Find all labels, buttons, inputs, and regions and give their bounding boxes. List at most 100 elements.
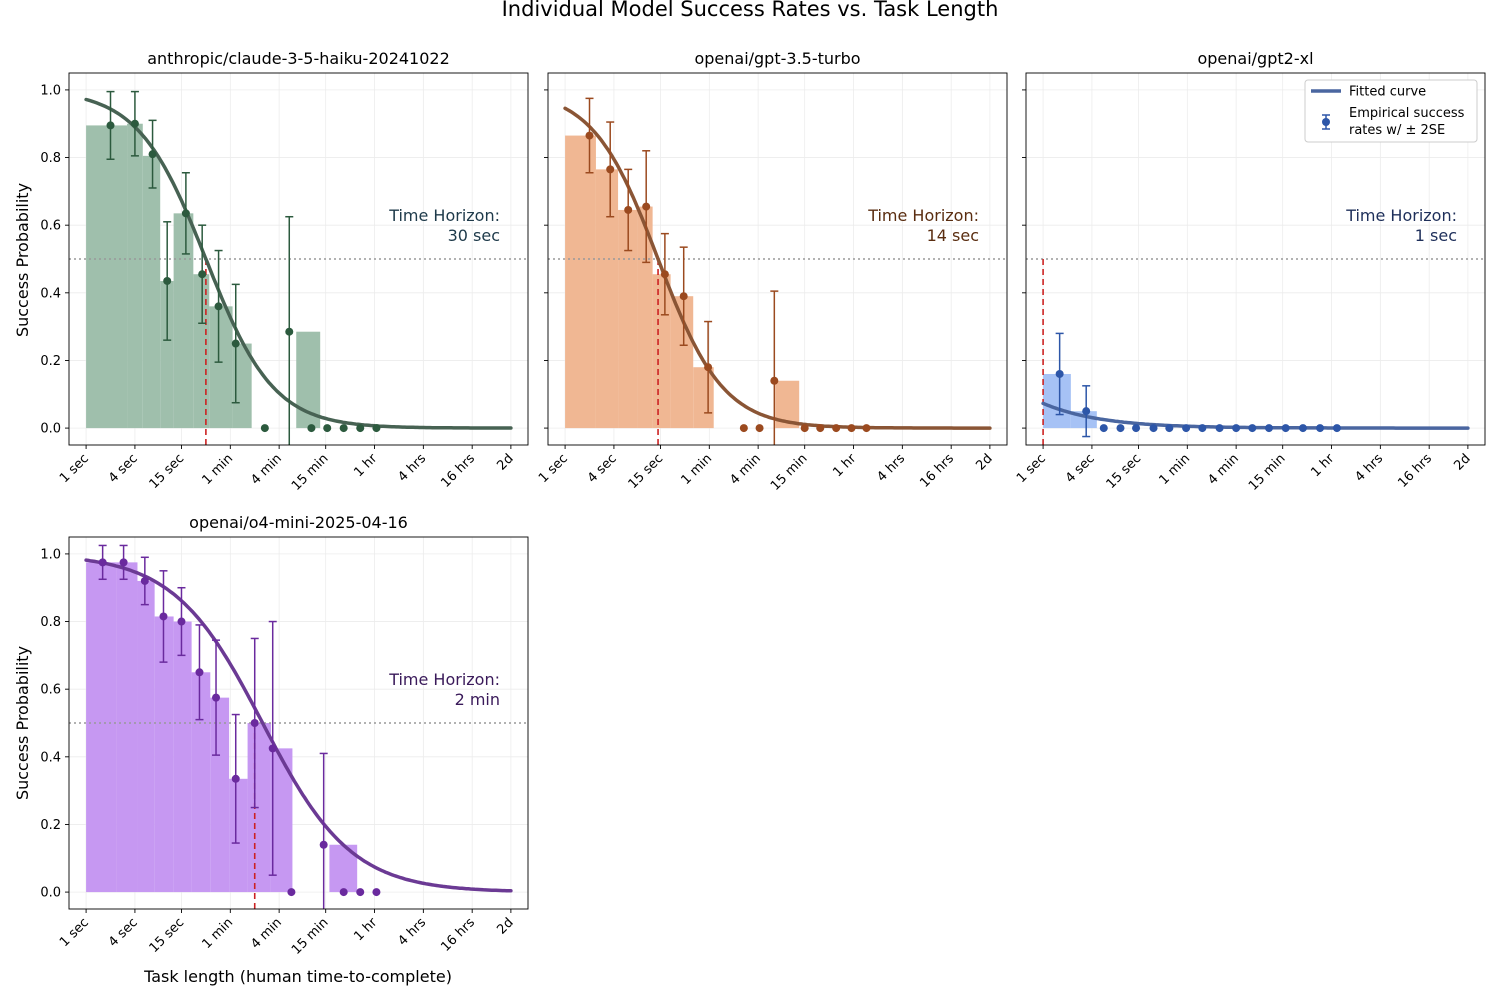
data-point [704, 363, 713, 372]
x-tick-label: 2d [494, 451, 516, 473]
data-point [1332, 424, 1341, 433]
data-point [770, 376, 779, 385]
data-point [832, 424, 841, 433]
data-point [323, 424, 332, 433]
data-point [356, 424, 365, 433]
legend: Fitted curve Empirical success rates w/ ± … [1304, 79, 1478, 143]
x-tick-label: 4 min [248, 915, 285, 952]
data-point [816, 424, 825, 433]
time-horizon-label: Time Horizon: [388, 670, 500, 689]
figure-title: Individual Model Success Rates vs. Task … [502, 0, 999, 21]
bar [173, 213, 194, 429]
data-point [214, 302, 223, 311]
data-point [1149, 424, 1158, 433]
data-point [231, 339, 240, 348]
x-tick-label: 1 sec [536, 451, 571, 486]
data-point [624, 205, 633, 214]
bar [693, 367, 714, 429]
y-axis-label-bottom: Success Probability [13, 646, 32, 800]
data-point [159, 612, 168, 621]
subplot-title: openai/o4-mini-2025-04-16 [189, 513, 408, 532]
data-point [1198, 424, 1207, 433]
data-point [372, 888, 381, 897]
plot-area [69, 90, 528, 445]
data-point [739, 424, 748, 433]
data-point [356, 888, 365, 897]
legend-fitted-label: Fitted curve [1349, 85, 1426, 100]
data-point [1182, 424, 1191, 433]
data-point [285, 327, 294, 336]
data-point [148, 150, 157, 159]
chart-panels: 0.00.20.40.60.81.01 sec 4 sec 15 sec 1 min 4… [40, 49, 1486, 958]
data-point [250, 719, 259, 727]
data-point [177, 617, 186, 626]
data-point [181, 209, 190, 218]
x-tick-label: 4 min [727, 451, 764, 488]
chart-panel-3: 1 sec 4 sec 15 sec 1 min 4 min 15 min 1 hr 4 hr… [1014, 49, 1486, 494]
bar [232, 343, 252, 429]
data-point [1215, 424, 1224, 433]
y-tick-label: 1.0 [40, 547, 61, 562]
data-point [585, 131, 594, 140]
bar [247, 723, 271, 893]
plot-area [1026, 258, 1485, 445]
data-point [1298, 424, 1307, 433]
data-point [287, 888, 296, 897]
y-tick-label: 0.6 [40, 683, 61, 698]
x-tick-label: 4 hrs [395, 451, 429, 485]
y-tick-label: 0.0 [40, 422, 61, 437]
bar [142, 155, 161, 429]
axes-frame [1025, 72, 1486, 446]
time-horizon-value: 2 min [455, 690, 500, 709]
bar [86, 125, 128, 429]
data-point [642, 202, 651, 211]
data-point [1165, 424, 1174, 433]
axes-frame [547, 72, 1008, 446]
y-tick-label: 0.8 [40, 615, 61, 630]
x-tick-label: 4 min [1205, 451, 1242, 488]
data-point [847, 424, 856, 433]
bar [296, 331, 321, 429]
time-horizon-label: Time Horizon: [867, 206, 979, 225]
x-tick-label: 16 hrs [438, 915, 478, 955]
x-tick-label: 4 hrs [1352, 451, 1386, 485]
data-point [231, 774, 240, 783]
x-tick-label: 4 hrs [874, 451, 908, 485]
y-tick-label: 0.0 [40, 886, 61, 901]
x-tick-label: 4 min [248, 451, 285, 488]
data-point [319, 840, 328, 849]
bar [270, 748, 293, 893]
chart-panel-1: 0.0 0.2 0.4 0.6 0.8 1.0 1 sec 4 sec 15 sec 1 min 4… [40, 49, 529, 494]
data-point [130, 119, 139, 128]
plot-area [69, 544, 528, 909]
x-tick-label: 1 min [199, 451, 236, 488]
x-tick-label: 16 hrs [1395, 451, 1435, 491]
data-point [1248, 424, 1257, 433]
data-point [195, 668, 204, 677]
x-tick-label: 4 sec [106, 451, 141, 486]
x-tick-label: 4 sec [1063, 451, 1098, 486]
fitted-curve [84, 97, 513, 430]
data-point [1316, 424, 1325, 433]
bar [1043, 373, 1071, 429]
data-point [307, 424, 316, 433]
bar [191, 672, 211, 893]
x-axis-label: Task length (human time-to-complete) [143, 967, 452, 986]
y-tick-label: 0.2 [40, 354, 61, 369]
x-tick-label: 16 hrs [438, 451, 478, 491]
subplot-title: anthropic/claude-3-5-haiku-20241022 [147, 49, 450, 68]
y-tick-label: 0.8 [40, 151, 61, 166]
bar [652, 274, 671, 429]
bar [618, 209, 638, 429]
data-point [212, 693, 221, 702]
data-point [1264, 424, 1273, 433]
bar [137, 580, 155, 893]
y-tick-label: 0.2 [40, 818, 61, 833]
x-tick-label: 2d [973, 451, 995, 473]
x-tick-label: 15 sec [626, 451, 667, 492]
data-point [140, 576, 149, 585]
legend-empirical-label: Empirical success [1349, 106, 1465, 121]
x-tick-label: 4 sec [106, 915, 141, 950]
y-tick-label: 0.6 [40, 219, 61, 234]
x-tick-label: 4 sec [585, 451, 620, 486]
